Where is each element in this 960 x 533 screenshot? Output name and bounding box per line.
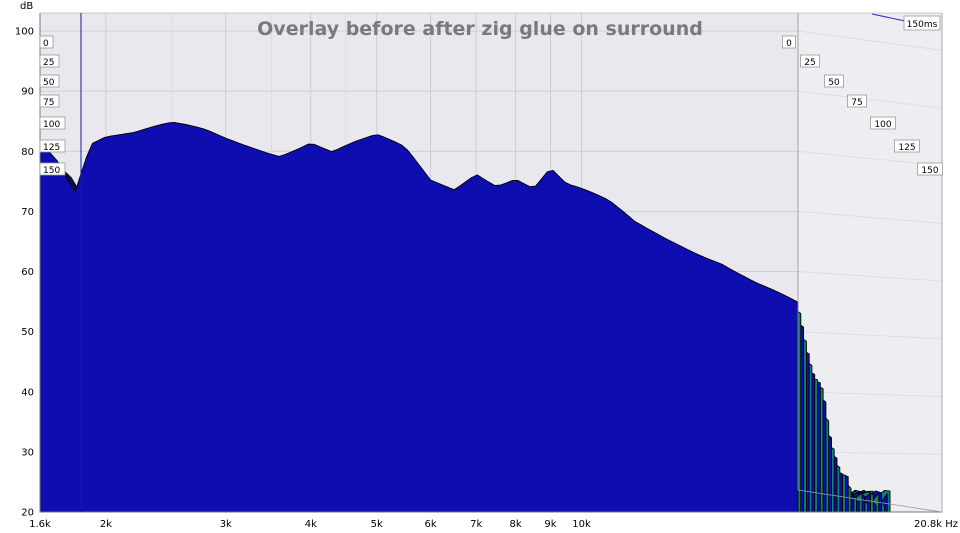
x-tick-label: 4k	[305, 519, 317, 530]
time-label-box	[39, 116, 66, 130]
time-axis-label-box	[903, 15, 941, 31]
time-label-box	[800, 54, 820, 68]
time-label-box	[847, 94, 867, 108]
side-frame	[797, 13, 943, 513]
time-label-box	[39, 162, 66, 176]
y-tick-label: 90	[21, 87, 34, 98]
waterfall-slice	[40, 121, 799, 512]
x-tick-label: 10k	[572, 519, 591, 530]
time-label-diagonal: 150	[921, 166, 938, 176]
time-label-box	[39, 35, 54, 49]
y-tick-label: 70	[21, 207, 34, 218]
time-label-box	[782, 35, 796, 49]
time-labels: 0 0 25 25 50 50 75 75 100 100 125 125 150 150	[39, 35, 943, 176]
x-tick-label: 20.8k Hz	[914, 519, 958, 530]
time-axis-label-group: 150ms	[871, 13, 941, 31]
x-tick-label: 2k	[100, 519, 112, 530]
time-label-box	[870, 116, 896, 130]
time-label-box	[917, 162, 943, 176]
time-label-box	[824, 74, 844, 88]
time-label-box	[894, 139, 920, 153]
time-label-left: 25	[43, 58, 54, 68]
axis-frame	[39, 13, 942, 513]
x-tick-label: 3k	[220, 519, 232, 530]
time-label-diagonal: 25	[804, 58, 815, 68]
time-label-box	[39, 94, 60, 108]
x-tick-label: 1.6k	[29, 519, 51, 530]
y-tick-label: 40	[21, 387, 34, 398]
gridline-side	[797, 90, 943, 109]
x-tick-label: 9k	[544, 519, 556, 530]
y-tick-label: 20	[21, 508, 34, 519]
time-axis-line	[871, 13, 906, 22]
time-label-left: 100	[43, 120, 60, 130]
time-label-diagonal: 75	[851, 98, 862, 108]
time-label-diagonal: 125	[898, 143, 915, 153]
x-tick-label: 8k	[510, 519, 522, 530]
time-label-left: 125	[43, 143, 60, 153]
time-label-diagonal: 100	[874, 120, 891, 130]
time-label-left: 50	[43, 78, 55, 88]
y-tick-label: 30	[21, 447, 34, 458]
chart-title: Overlay before after zig glue on surroun…	[257, 18, 703, 40]
time-label-diagonal: 0	[786, 39, 792, 49]
y-tick-label: 100	[15, 27, 34, 38]
x-tick-label: 6k	[425, 519, 437, 530]
waterfall-slices	[40, 121, 891, 512]
time-label-diagonal: 50	[828, 78, 840, 88]
time-label-left: 0	[43, 39, 49, 49]
gridline-side	[797, 211, 943, 224]
y-tick-label: 60	[21, 267, 34, 278]
gridline-side	[797, 30, 943, 51]
gridline-side	[797, 271, 943, 282]
x-tick-label: 5k	[371, 519, 383, 530]
x-tick-label: 7k	[470, 519, 482, 530]
x-axis-ticks: 1.6k 2k 3k 4k 5k 6k 7k 8k 9k 10k 20.8k Hz	[29, 519, 958, 530]
time-label-left: 75	[43, 98, 54, 108]
plot-frame	[39, 12, 943, 513]
y-tick-label: 50	[21, 327, 34, 338]
y-tick-label: 80	[21, 147, 34, 158]
gridline-side	[797, 331, 943, 340]
time-label-box	[39, 54, 60, 68]
time-label-box	[39, 139, 66, 153]
time-label-box	[39, 74, 60, 88]
y-axis-label: dB	[20, 1, 33, 12]
side-wall	[798, 13, 942, 512]
y-axis-ticks: 100 90 80 70 60 50 40 30 20	[15, 27, 34, 519]
time-axis-label: 150ms	[907, 20, 938, 30]
time-label-left: 150	[43, 166, 60, 176]
